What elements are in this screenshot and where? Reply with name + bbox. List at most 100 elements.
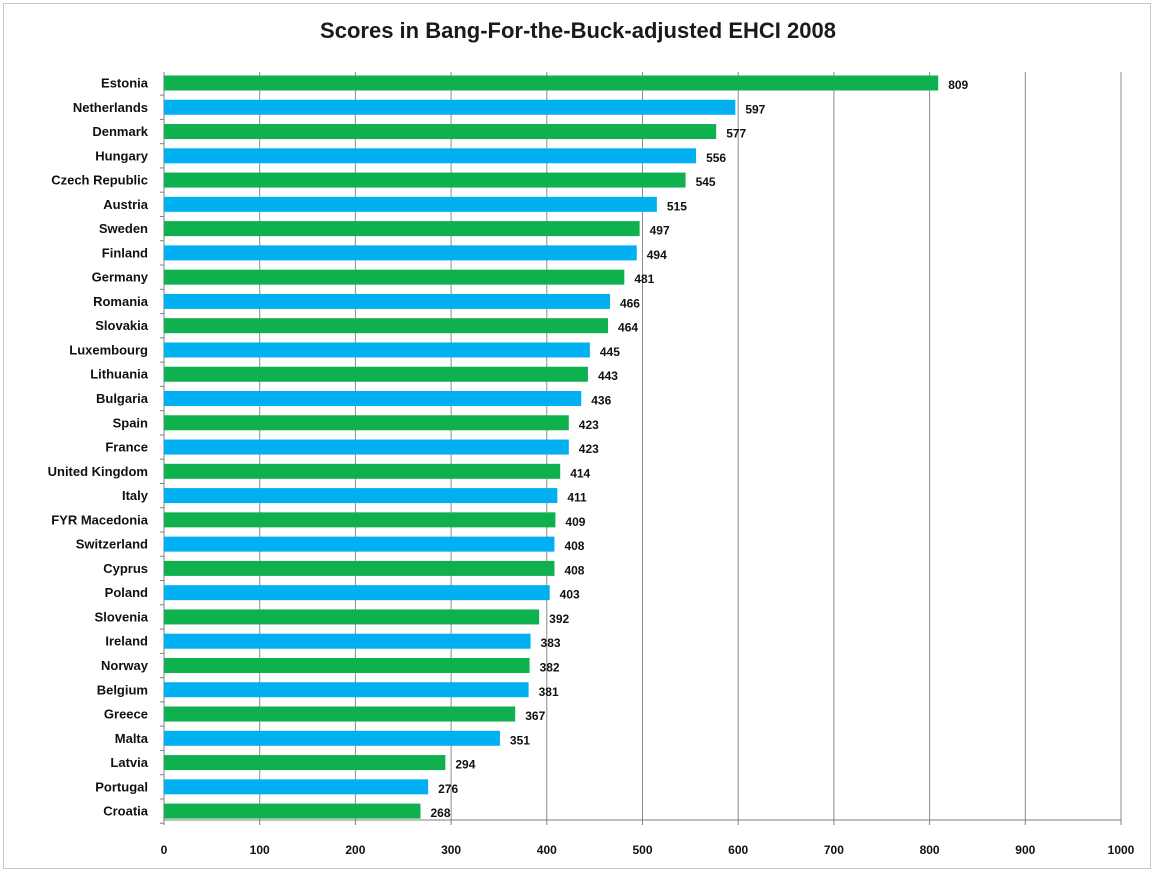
category-label: Croatia <box>103 804 149 819</box>
data-label: 409 <box>565 515 585 529</box>
data-label: 597 <box>745 102 765 116</box>
category-label: Netherlands <box>73 100 148 115</box>
category-label: Switzerland <box>76 537 148 552</box>
bar <box>164 221 640 237</box>
category-label: FYR Macedonia <box>51 512 149 527</box>
bar <box>164 318 609 334</box>
data-label: 494 <box>647 248 667 262</box>
category-label: United Kingdom <box>48 464 148 479</box>
bar <box>164 415 569 431</box>
x-tick-label: 1000 <box>1108 843 1135 857</box>
x-tick-label: 600 <box>728 843 748 857</box>
bar <box>164 269 625 285</box>
bar <box>164 609 540 625</box>
data-label: 403 <box>560 588 580 602</box>
data-label: 497 <box>650 224 670 238</box>
category-label: Czech Republic <box>51 173 148 188</box>
category-label: Ireland <box>105 634 148 649</box>
category-label: Luxembourg <box>69 342 148 357</box>
category-label: Poland <box>105 585 148 600</box>
bar <box>164 536 555 552</box>
bar <box>164 560 555 576</box>
data-label: 408 <box>564 563 584 577</box>
data-label: 515 <box>667 199 687 213</box>
x-tick-label: 900 <box>1015 843 1035 857</box>
data-label: 268 <box>430 806 450 820</box>
bar <box>164 245 637 261</box>
bar <box>164 196 657 212</box>
data-label: 367 <box>525 709 545 723</box>
data-label: 276 <box>438 782 458 796</box>
data-label: 443 <box>598 369 618 383</box>
bar <box>164 148 697 164</box>
x-tick-label: 300 <box>441 843 461 857</box>
category-label: Cyprus <box>103 561 148 576</box>
x-tick-label: 0 <box>161 843 168 857</box>
data-label: 423 <box>579 418 599 432</box>
category-label: Italy <box>122 488 149 503</box>
bar <box>164 172 686 188</box>
bar <box>164 124 717 140</box>
data-label: 423 <box>579 442 599 456</box>
chart-frame <box>3 3 1151 869</box>
bar <box>164 657 530 673</box>
data-label: 556 <box>706 151 726 165</box>
bar <box>164 633 531 649</box>
bar <box>164 512 556 528</box>
category-label: Malta <box>115 731 149 746</box>
bar <box>164 463 561 479</box>
data-label: 383 <box>541 636 561 650</box>
category-label: Slovakia <box>95 318 149 333</box>
data-label: 381 <box>539 685 559 699</box>
data-label: 464 <box>618 321 638 335</box>
bar <box>164 488 558 504</box>
category-label: Latvia <box>110 755 148 770</box>
x-tick-label: 700 <box>824 843 844 857</box>
bar <box>164 439 569 455</box>
bar <box>164 682 529 698</box>
data-label: 294 <box>455 758 475 772</box>
category-label: France <box>105 440 148 455</box>
x-tick-label: 200 <box>345 843 365 857</box>
category-label: Finland <box>102 245 148 260</box>
data-label: 545 <box>696 175 716 189</box>
category-label: Austria <box>103 197 149 212</box>
data-label: 351 <box>510 733 530 747</box>
bar <box>164 391 582 407</box>
bar <box>164 75 939 91</box>
category-label: Spain <box>113 415 148 430</box>
data-label: 809 <box>948 78 968 92</box>
data-label: 436 <box>591 394 611 408</box>
category-label: Norway <box>101 658 149 673</box>
data-label: 392 <box>549 612 569 626</box>
x-tick-label: 500 <box>632 843 652 857</box>
category-label: Greece <box>104 707 148 722</box>
data-label: 382 <box>540 660 560 674</box>
x-tick-label: 400 <box>537 843 557 857</box>
data-label: 445 <box>600 345 620 359</box>
data-label: 466 <box>620 296 640 310</box>
x-tick-label: 100 <box>250 843 270 857</box>
x-tick-label: 800 <box>920 843 940 857</box>
bar <box>164 342 590 358</box>
category-label: Portugal <box>95 779 148 794</box>
category-label: Sweden <box>99 221 148 236</box>
data-label: 408 <box>564 539 584 553</box>
data-label: 414 <box>570 466 590 480</box>
bar <box>164 99 736 115</box>
bar <box>164 730 500 746</box>
category-label: Denmark <box>92 124 148 139</box>
category-label: Germany <box>92 270 149 285</box>
data-label: 411 <box>567 491 587 505</box>
bar <box>164 293 610 309</box>
category-label: Hungary <box>95 148 149 163</box>
data-label: 481 <box>634 272 654 286</box>
bar <box>164 706 516 722</box>
category-label: Slovenia <box>95 609 149 624</box>
category-label: Lithuania <box>90 367 149 382</box>
data-label: 577 <box>726 127 746 141</box>
bar <box>164 779 429 795</box>
bar <box>164 585 550 601</box>
category-label: Belgium <box>97 682 148 697</box>
